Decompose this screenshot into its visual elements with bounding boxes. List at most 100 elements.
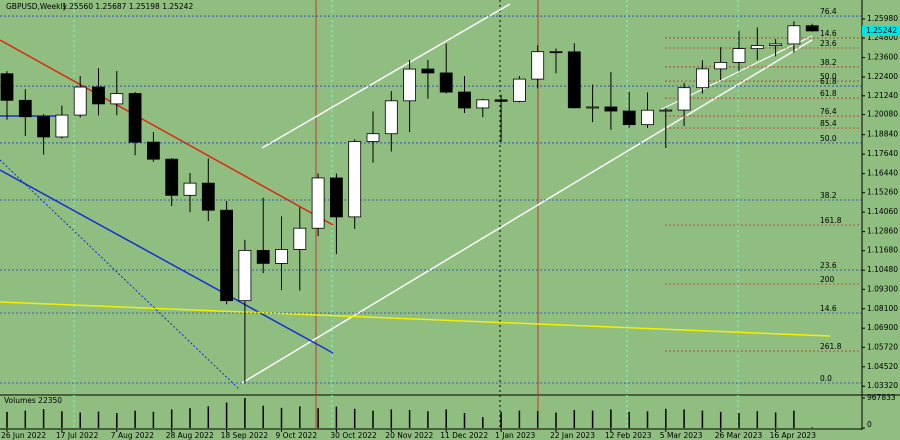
- level-label: 23.6: [820, 39, 837, 48]
- y-tick-label: 1.18840: [867, 130, 898, 139]
- candle-body: [476, 99, 490, 109]
- level-label: 76.4: [820, 7, 837, 16]
- candle-body: [641, 109, 654, 126]
- x-tick-label: 1 Jan 2023: [495, 431, 535, 440]
- candle-body: [201, 182, 215, 211]
- chart-title: GBPUSD,Weekly: [6, 2, 68, 11]
- volume-title: Volumes 22350: [4, 396, 62, 405]
- y-tick-label: 1.10480: [867, 265, 898, 274]
- y-tick-label: 1.24800: [867, 33, 898, 42]
- y-tick-label: 1.14060: [867, 207, 898, 216]
- y-tick-label: 1.20080: [867, 110, 898, 119]
- level-label: 85.4: [820, 119, 837, 128]
- y-tick-label: 1.04520: [867, 362, 898, 371]
- y-tick-label: 1.08100: [867, 304, 898, 313]
- level-label: 50.0: [820, 72, 837, 81]
- last-price-label: 1.25242: [866, 26, 897, 35]
- level-label: 76.4: [820, 107, 837, 116]
- candle-body: [238, 250, 252, 302]
- candle-body: [55, 114, 69, 138]
- y-tick-label: 1.12860: [867, 227, 898, 236]
- candle-body: [769, 43, 782, 46]
- candle-body: [256, 250, 270, 264]
- candle-body: [37, 116, 50, 138]
- candle-body: [329, 177, 343, 218]
- trend-line: [0, 169, 334, 354]
- ohlc-label: 1.25560 1.25687 1.25198 1.25242: [62, 2, 193, 11]
- candle-body: [403, 68, 417, 102]
- y-tick-label: 1.16440: [867, 169, 898, 178]
- level-label: 61.8: [820, 89, 837, 98]
- trend-line: [0, 39, 334, 226]
- y-tick-label: 1.06900: [867, 323, 898, 332]
- y-tick-label: 1.09300: [867, 284, 898, 293]
- candle-body: [128, 93, 142, 143]
- candle-body: [439, 72, 453, 93]
- volume-tick-label: 967833: [867, 393, 896, 402]
- candle-body: [494, 99, 508, 102]
- x-tick-label: 17 Jul 2022: [56, 431, 99, 440]
- candle-body: [165, 158, 179, 196]
- candle-body: [384, 100, 398, 135]
- candle-body: [293, 227, 307, 250]
- y-tick-label: 1.22400: [867, 72, 898, 81]
- trend-channel: [261, 3, 511, 149]
- candle-body: [531, 51, 545, 80]
- x-tick-label: 7 Aug 2022: [111, 431, 154, 440]
- candle-body: [311, 177, 325, 229]
- candle-body: [732, 48, 746, 63]
- level-label: 50.0: [820, 134, 837, 143]
- candle-body: [275, 249, 288, 264]
- candle-body: [750, 45, 764, 50]
- level-label: 14.6: [820, 29, 837, 38]
- x-tick-label: 12 Feb 2023: [605, 431, 652, 440]
- candle-body: [805, 25, 819, 32]
- y-tick-label: 1.03320: [867, 381, 898, 390]
- y-tick-label: 1.21240: [867, 91, 898, 100]
- candle-body: [604, 106, 618, 112]
- level-label: 38.2: [820, 191, 837, 200]
- level-label: 0.0: [820, 374, 832, 383]
- trend-channel: [241, 39, 813, 384]
- candle-body: [183, 182, 197, 196]
- candle-body: [18, 99, 32, 118]
- y-tick-label: 1.15260: [867, 188, 898, 197]
- candle-body: [549, 51, 563, 54]
- candle-body: [787, 25, 801, 45]
- decorations: [0, 0, 900, 430]
- candle-body: [458, 91, 471, 109]
- x-tick-label: 11 Dec 2022: [440, 431, 488, 440]
- x-tick-label: 22 Jan 2023: [550, 431, 595, 440]
- candle-body: [110, 93, 124, 105]
- x-tick-label: 28 Aug 2022: [166, 431, 214, 440]
- candle-body: [513, 78, 526, 102]
- trend-line: [0, 301, 831, 337]
- x-tick-label: 9 Oct 2022: [276, 431, 318, 440]
- candle-body: [366, 133, 380, 142]
- level-label: 161.8: [820, 216, 842, 225]
- y-tick-label: 1.17640: [867, 149, 898, 158]
- level-label: 38.2: [820, 58, 837, 67]
- candle-body: [92, 86, 105, 105]
- candle-body: [659, 109, 673, 112]
- candle-body: [586, 106, 599, 109]
- candle-body: [0, 73, 14, 101]
- y-tick-label: 1.11680: [867, 246, 898, 255]
- x-tick-label: 20 Nov 2022: [385, 431, 433, 440]
- candle-body: [220, 209, 234, 302]
- candle-body: [567, 51, 581, 109]
- x-tick-label: 26 Mar 2023: [715, 431, 763, 440]
- trend-line: [0, 159, 241, 391]
- candle-body: [622, 110, 636, 126]
- y-tick-label: 1.05720: [867, 342, 898, 351]
- level-label: 23.6: [820, 261, 837, 270]
- y-tick-label: 1.25980: [867, 14, 898, 23]
- y-tick-label: 1.23600: [867, 53, 898, 62]
- candle-body: [348, 141, 362, 218]
- x-tick-label: 18 Sep 2022: [221, 431, 269, 440]
- candle-body: [73, 86, 87, 116]
- volume-tick-label: 0: [867, 420, 872, 429]
- candle-body: [677, 87, 691, 111]
